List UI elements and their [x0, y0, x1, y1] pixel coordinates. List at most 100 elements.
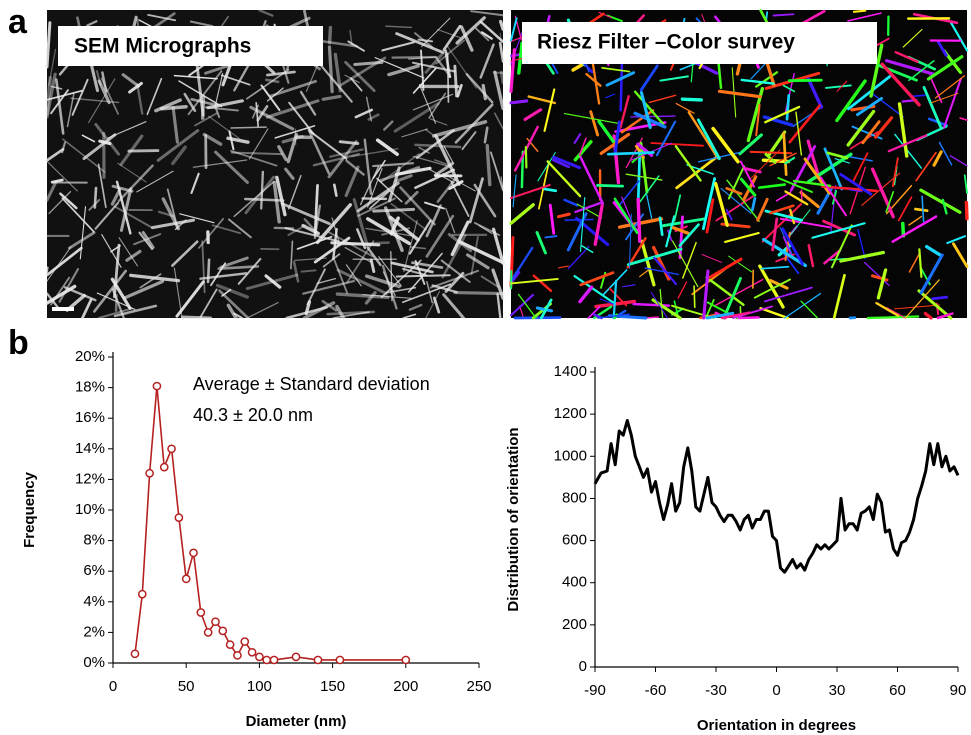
fibre: [655, 120, 677, 157]
fibre: [705, 276, 745, 307]
fibre: [760, 265, 790, 270]
fibre: [332, 311, 370, 319]
fibre: [701, 254, 723, 263]
fibre: [959, 117, 968, 121]
fibre: [372, 207, 416, 213]
fibre: [284, 167, 295, 180]
fibre: [498, 41, 505, 63]
fibre: [98, 139, 112, 146]
fibre: [659, 75, 689, 82]
fibre: [823, 147, 844, 191]
fibre: [171, 106, 179, 144]
fibre: [908, 60, 935, 82]
y-tick-label: 800: [562, 489, 587, 506]
fibre: [608, 287, 628, 307]
fibre: [442, 293, 466, 320]
fibre: [639, 91, 652, 129]
fibre: [902, 28, 923, 48]
fibre: [414, 259, 426, 285]
fibre: [613, 120, 621, 154]
fibre: [269, 79, 317, 98]
fibre: [154, 98, 182, 113]
fibre: [819, 176, 847, 217]
fibre: [97, 163, 107, 209]
fibre: [86, 20, 98, 27]
data-marker: [145, 468, 154, 478]
fibre: [856, 96, 883, 117]
fibre: [429, 118, 448, 126]
fibre: [353, 60, 384, 66]
fibre: [407, 252, 443, 293]
fibre: [581, 245, 594, 254]
fibre: [857, 229, 866, 260]
data-marker: [262, 655, 272, 665]
fibre: [922, 86, 942, 129]
fibre: [847, 12, 882, 22]
fibre: [943, 77, 962, 129]
data-marker: [313, 655, 323, 665]
fibre: [139, 273, 162, 289]
fibre: [761, 203, 802, 243]
fibre: [705, 198, 715, 234]
fibre: [110, 244, 121, 253]
fibre: [380, 259, 422, 298]
fibre: [346, 240, 375, 284]
fibre: [480, 31, 493, 40]
fibre: [557, 265, 570, 269]
data-marker: [174, 513, 184, 523]
fibre: [260, 170, 265, 210]
fibre: [59, 192, 78, 210]
fibre: [702, 269, 710, 320]
y-tick-label: 1200: [554, 405, 587, 422]
fibre: [782, 236, 792, 256]
fibre: [302, 301, 336, 320]
fibre: [226, 303, 238, 320]
fibre: [755, 71, 779, 88]
fibre: [436, 174, 460, 203]
fibre: [491, 227, 505, 265]
fibre: [157, 210, 175, 218]
fibre: [739, 160, 755, 188]
fibre: [762, 237, 808, 268]
fibre: [576, 203, 603, 219]
fibre: [383, 206, 404, 253]
fibre: [66, 93, 75, 128]
fibre: [563, 198, 579, 207]
fibre: [914, 207, 929, 213]
y-tick-label: 600: [562, 532, 587, 549]
fibre: [210, 262, 227, 287]
fibre: [919, 188, 962, 214]
fibre: [621, 196, 636, 229]
fibre: [202, 132, 223, 146]
fibre: [48, 48, 57, 87]
fibre: [598, 11, 612, 19]
y-tick-label: 8%: [83, 532, 105, 549]
fibre: [121, 73, 141, 88]
fibre: [758, 264, 785, 309]
fibre: [552, 158, 571, 169]
fibre: [327, 25, 333, 45]
fibre: [364, 274, 401, 289]
fibre: [127, 149, 160, 153]
fibre: [284, 227, 340, 243]
fibre: [375, 138, 399, 156]
fibre: [425, 204, 442, 238]
fibre: [328, 231, 374, 258]
fibre: [150, 218, 196, 230]
fibre: [908, 215, 923, 226]
fibre: [644, 267, 680, 276]
fibre: [414, 143, 462, 149]
fibre: [544, 235, 558, 239]
fibre: [313, 204, 322, 240]
fibre: [739, 177, 757, 197]
y-tick-label: 0%: [83, 654, 105, 671]
fibre: [385, 25, 413, 29]
fibre: [784, 190, 809, 206]
fibre: [717, 89, 762, 99]
fibre: [119, 134, 144, 166]
fibre: [356, 228, 367, 250]
y-tick-label: 6%: [83, 562, 105, 579]
fibre: [846, 109, 876, 147]
y-axis-title: Distribution of orientation: [505, 427, 522, 611]
fibre: [851, 152, 869, 184]
